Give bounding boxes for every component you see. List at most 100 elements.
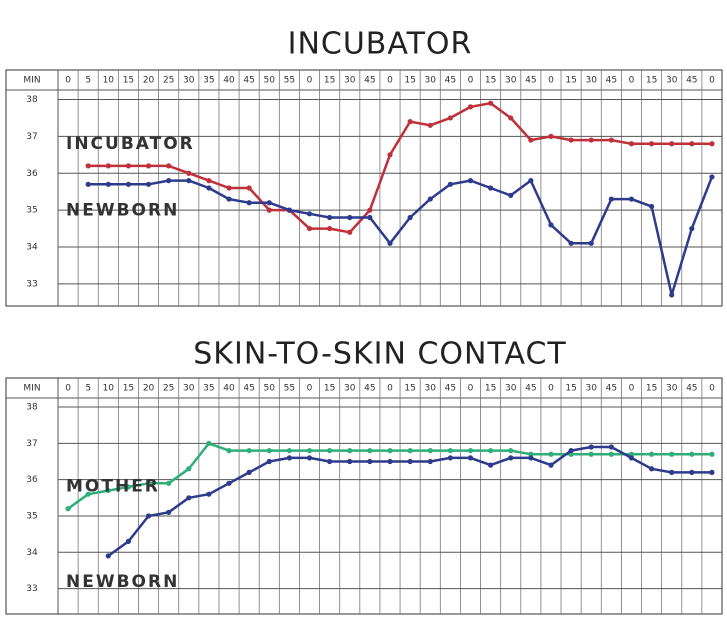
- data-point: [367, 208, 372, 213]
- data-point: [206, 492, 211, 497]
- data-point: [146, 182, 151, 187]
- data-point: [649, 204, 654, 209]
- data-point: [347, 459, 352, 464]
- data-point: [327, 459, 332, 464]
- x-tick-label: 10: [103, 384, 115, 394]
- data-point: [508, 455, 513, 460]
- x-tick-label: 30: [585, 76, 597, 86]
- data-point: [126, 163, 131, 168]
- y-tick-label: 34: [26, 548, 38, 558]
- data-point: [307, 211, 312, 216]
- series-label: NEWBORN: [66, 200, 179, 220]
- data-point: [186, 495, 191, 500]
- data-point: [247, 448, 252, 453]
- data-point: [629, 141, 634, 146]
- x-tick-label: 0: [468, 384, 474, 394]
- x-tick-label: 5: [85, 384, 91, 394]
- data-point: [166, 178, 171, 183]
- x-tick-label: 15: [404, 76, 415, 86]
- x-tick-label: 45: [686, 76, 697, 86]
- x-tick-label: 30: [505, 384, 517, 394]
- data-point: [468, 104, 473, 109]
- data-point: [307, 455, 312, 460]
- data-point: [548, 134, 553, 139]
- series-label: MOTHER: [66, 477, 160, 497]
- x-tick-label: 25: [163, 384, 174, 394]
- y-tick-label: 35: [26, 206, 37, 216]
- data-point: [468, 455, 473, 460]
- data-point: [226, 185, 231, 190]
- data-point: [186, 171, 191, 176]
- x-tick-label: 45: [364, 76, 375, 86]
- data-point: [488, 448, 493, 453]
- data-point: [709, 452, 714, 457]
- x-tick-label: 15: [324, 384, 335, 394]
- data-point: [206, 178, 211, 183]
- x-tick-label: 30: [183, 76, 195, 86]
- data-point: [106, 163, 111, 168]
- x-tick-label: 45: [525, 384, 536, 394]
- data-point: [629, 196, 634, 201]
- x-tick-label: 45: [445, 384, 456, 394]
- series-label: INCUBATOR: [66, 134, 195, 154]
- data-point: [367, 459, 372, 464]
- x-tick-label: 0: [307, 384, 313, 394]
- data-point: [206, 441, 211, 446]
- y-tick-label: 33: [26, 584, 37, 594]
- chart-title: SKIN-TO-SKIN CONTACT: [193, 337, 566, 372]
- data-point: [387, 448, 392, 453]
- data-point: [186, 178, 191, 183]
- data-point: [226, 448, 231, 453]
- data-point: [589, 137, 594, 142]
- data-point: [408, 119, 413, 124]
- data-point: [649, 141, 654, 146]
- data-point: [709, 174, 714, 179]
- data-point: [226, 481, 231, 486]
- x-tick-label: 45: [243, 76, 254, 86]
- data-point: [448, 115, 453, 120]
- data-point: [247, 200, 252, 205]
- data-point: [408, 448, 413, 453]
- x-tick-label: 30: [425, 384, 437, 394]
- data-point: [488, 185, 493, 190]
- x-tick-label: 35: [203, 76, 214, 86]
- series-label: NEWBORN: [66, 572, 179, 592]
- x-tick-label: 55: [284, 76, 295, 86]
- data-point: [448, 455, 453, 460]
- x-tick-label: 0: [65, 384, 71, 394]
- x-tick-label: 0: [629, 76, 635, 86]
- x-tick-label: 0: [548, 384, 554, 394]
- data-point: [488, 463, 493, 468]
- x-tick-label: 45: [606, 76, 617, 86]
- page: INCUBATORMIN0510152025303540455055015304…: [0, 0, 727, 618]
- data-point: [287, 208, 292, 213]
- y-tick-label: 35: [26, 511, 37, 521]
- data-point: [247, 470, 252, 475]
- data-point: [468, 178, 473, 183]
- x-tick-label: 0: [548, 76, 554, 86]
- data-point: [468, 448, 473, 453]
- data-point: [428, 123, 433, 128]
- x-tick-label: 10: [103, 76, 115, 86]
- x-tick-label: 0: [387, 384, 393, 394]
- data-point: [448, 182, 453, 187]
- data-point: [649, 466, 654, 471]
- x-tick-label: 30: [505, 76, 517, 86]
- data-point: [669, 141, 674, 146]
- data-point: [307, 226, 312, 231]
- data-point: [709, 141, 714, 146]
- data-point: [669, 470, 674, 475]
- data-point: [327, 226, 332, 231]
- x-tick-label: 0: [387, 76, 393, 86]
- y-tick-label: 37: [26, 439, 37, 449]
- data-point: [548, 452, 553, 457]
- x-tick-label: 50: [264, 384, 276, 394]
- data-point: [508, 115, 513, 120]
- data-point: [166, 163, 171, 168]
- x-tick-label: 15: [404, 384, 415, 394]
- x-tick-label: 30: [666, 76, 678, 86]
- x-tick-label: 35: [203, 384, 214, 394]
- data-point: [327, 215, 332, 220]
- data-point: [508, 448, 513, 453]
- y-tick-label: 38: [26, 95, 38, 105]
